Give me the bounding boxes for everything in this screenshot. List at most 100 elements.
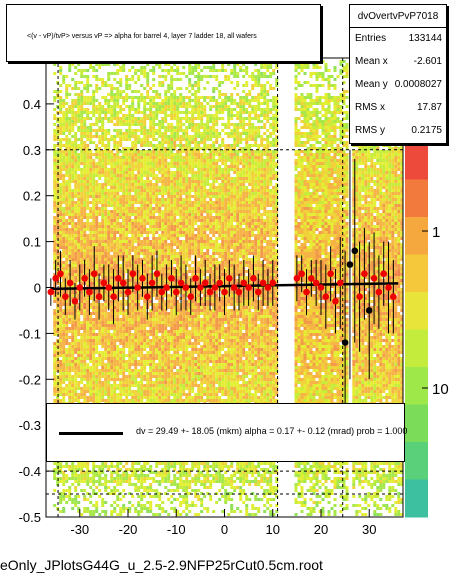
- heat-cell: [98, 285, 102, 288]
- heat-cell: [164, 387, 168, 390]
- heat-cell: [92, 366, 96, 369]
- heat-cell: [143, 153, 147, 156]
- heat-cell: [65, 372, 69, 375]
- heat-cell: [101, 159, 105, 162]
- heat-cell: [158, 330, 162, 333]
- heat-cell: [98, 228, 102, 231]
- heat-cell: [68, 342, 72, 345]
- heat-cell: [167, 171, 171, 174]
- heat-cell: [167, 378, 171, 381]
- heat-cell: [122, 309, 126, 312]
- heat-cell: [140, 312, 144, 315]
- heat-cell: [167, 381, 171, 384]
- heat-cell: [95, 249, 99, 252]
- heat-cell: [95, 162, 99, 165]
- heat-cell: [77, 327, 81, 330]
- heat-cell: [128, 270, 132, 273]
- heat-cell: [164, 393, 168, 396]
- heat-cell: [122, 63, 126, 66]
- heat-cell: [80, 474, 84, 477]
- heat-cell: [137, 333, 141, 336]
- heat-cell: [152, 243, 156, 246]
- heat-cell: [128, 483, 132, 486]
- heat-cell: [134, 315, 138, 318]
- heat-cell: [164, 354, 168, 357]
- heat-cell: [65, 387, 69, 390]
- heat-cell: [161, 510, 165, 513]
- heat-cell: [119, 321, 123, 324]
- heat-cell: [62, 123, 66, 126]
- heat-cell: [74, 468, 78, 471]
- heat-cell: [53, 162, 57, 165]
- heat-cell: [110, 291, 114, 294]
- heat-cell: [119, 483, 123, 486]
- heat-cell: [62, 138, 66, 141]
- heat-cell: [95, 480, 99, 483]
- heat-cell: [86, 75, 90, 78]
- heat-cell: [167, 102, 171, 105]
- heat-cell: [68, 243, 72, 246]
- heat-cell: [170, 381, 174, 384]
- heat-cell: [143, 495, 147, 498]
- heat-cell: [86, 174, 90, 177]
- heat-cell: [134, 180, 138, 183]
- heat-cell: [62, 327, 66, 330]
- heat-cell: [65, 180, 69, 183]
- heat-cell: [122, 222, 126, 225]
- heat-cell: [110, 366, 114, 369]
- heat-cell: [158, 171, 162, 174]
- heat-cell: [128, 105, 132, 108]
- heat-cell: [137, 120, 141, 123]
- heat-cell: [170, 378, 174, 381]
- heat-cell: [167, 108, 171, 111]
- heat-cell: [95, 192, 99, 195]
- heat-cell: [143, 231, 147, 234]
- heat-cell: [86, 507, 90, 510]
- heat-cell: [125, 378, 129, 381]
- heat-cell: [143, 369, 147, 372]
- heat-cell: [77, 363, 81, 366]
- heat-cell: [86, 372, 90, 375]
- heat-cell: [134, 156, 138, 159]
- heat-cell: [125, 195, 129, 198]
- heat-cell: [86, 303, 90, 306]
- heat-cell: [59, 339, 63, 342]
- heat-cell: [146, 336, 150, 339]
- heat-cell: [143, 360, 147, 363]
- heat-cell: [137, 495, 141, 498]
- heat-cell: [158, 66, 162, 69]
- heat-cell: [101, 249, 105, 252]
- heat-cell: [119, 330, 123, 333]
- heat-cell: [140, 330, 144, 333]
- heat-cell: [80, 306, 84, 309]
- heat-cell: [56, 126, 60, 129]
- heat-cell: [137, 462, 141, 465]
- heat-cell: [107, 390, 111, 393]
- heat-cell: [71, 306, 75, 309]
- heat-cell: [110, 93, 114, 96]
- heat-cell: [131, 165, 135, 168]
- heat-cell: [170, 258, 174, 261]
- heat-cell: [110, 321, 114, 324]
- heat-cell: [113, 369, 117, 372]
- heat-cell: [134, 222, 138, 225]
- heat-cell: [113, 282, 117, 285]
- heat-cell: [74, 381, 78, 384]
- heat-cell: [110, 189, 114, 192]
- heat-cell: [101, 123, 105, 126]
- heat-cell: [77, 177, 81, 180]
- heat-cell: [92, 279, 96, 282]
- heat-cell: [134, 90, 138, 93]
- heat-cell: [125, 342, 129, 345]
- heat-cell: [170, 489, 174, 492]
- heat-cell: [77, 204, 81, 207]
- heat-cell: [89, 123, 93, 126]
- heat-cell: [86, 180, 90, 183]
- heat-cell: [86, 468, 90, 471]
- heat-cell: [161, 330, 165, 333]
- heat-cell: [122, 108, 126, 111]
- heat-cell: [122, 381, 126, 384]
- heat-cell: [77, 264, 81, 267]
- heat-cell: [101, 174, 105, 177]
- heat-cell: [59, 324, 63, 327]
